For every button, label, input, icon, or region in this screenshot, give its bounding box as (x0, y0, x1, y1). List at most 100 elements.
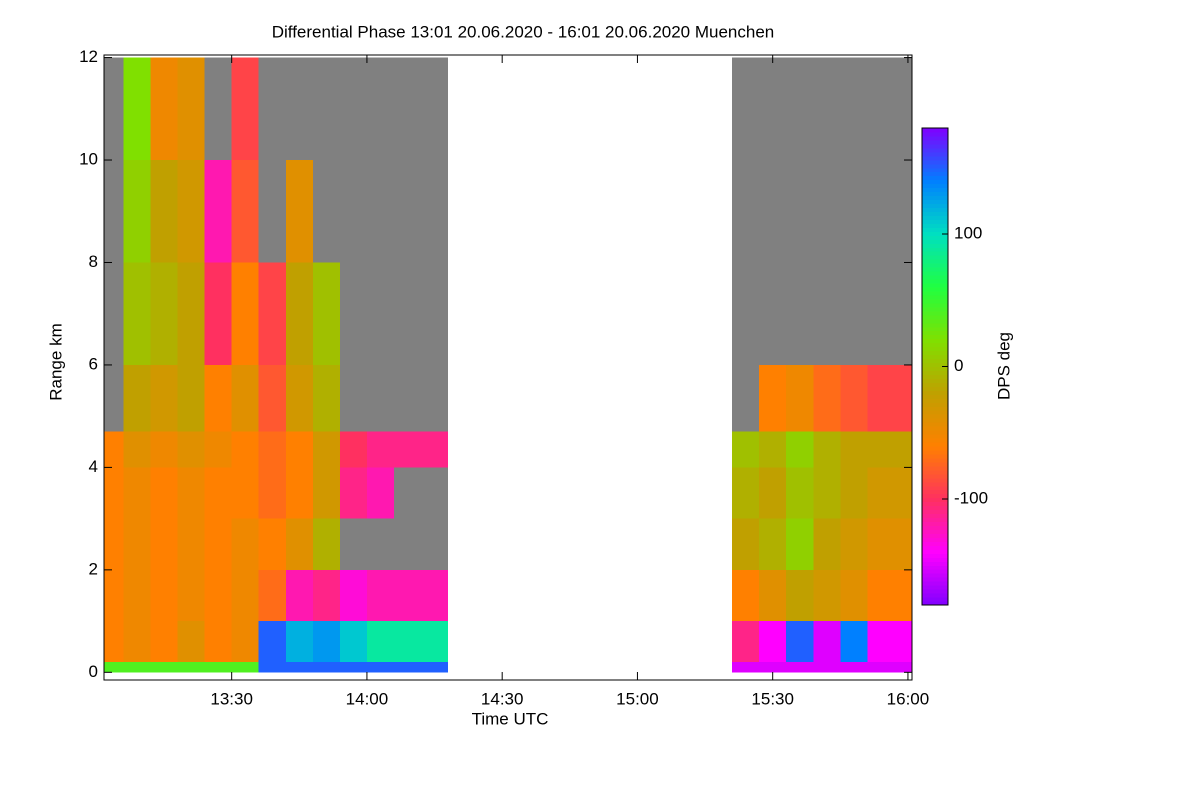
no-echo-cell (840, 160, 868, 263)
heatmap-cell (104, 621, 124, 663)
colorbar-step (922, 481, 948, 487)
colorbar-step (922, 589, 948, 594)
colorbar-step (922, 275, 948, 280)
heatmap-cell (231, 621, 259, 663)
heatmap-cell (339, 662, 367, 673)
heatmap-cell (104, 467, 124, 519)
x-axis-label: Time UTC (472, 709, 549, 728)
y-tick-label: 12 (79, 47, 98, 66)
heatmap-cell (123, 262, 151, 365)
heatmap-cell (258, 262, 286, 365)
colorbar-step (922, 259, 948, 264)
heatmap-cell (177, 518, 205, 570)
y-tick-label: 8 (89, 252, 98, 271)
colorbar-step (922, 326, 948, 332)
no-echo-cell (258, 57, 286, 161)
heatmap-cell (732, 621, 760, 663)
heatmap-cell (366, 467, 394, 519)
colorbar-step (922, 171, 948, 177)
colorbar-step (922, 183, 948, 189)
heatmap-cell (867, 364, 912, 432)
colorbar-step (922, 453, 948, 459)
heatmap-cell (285, 160, 313, 263)
heatmap-cell (123, 160, 151, 263)
heatmap-cell (150, 621, 178, 663)
colorbar-step (922, 203, 948, 208)
colorbar-step (922, 187, 948, 193)
no-echo-cell (867, 262, 912, 365)
colorbar-step (922, 267, 948, 272)
heatmap-cell (123, 621, 151, 663)
no-echo-cell (366, 364, 394, 432)
heatmap-cell (840, 431, 868, 468)
heatmap-cell (732, 431, 760, 468)
colorbar-step (922, 461, 948, 467)
heatmap-cell (150, 262, 178, 365)
colorbar-step (922, 310, 948, 316)
heatmap-cell (366, 569, 394, 622)
heatmap-cell (813, 621, 841, 663)
heatmap-cell (204, 662, 232, 673)
heatmap-cell (786, 662, 814, 673)
heatmap-cell (123, 569, 151, 622)
colorbar-step (922, 135, 948, 141)
colorbar-step (922, 155, 948, 161)
heatmap-cell (786, 467, 814, 519)
colorbar-step (922, 318, 948, 324)
no-echo-cell (104, 160, 124, 263)
heatmap-cell (759, 662, 787, 673)
colorbar-step (922, 465, 948, 471)
heatmap-cell (150, 160, 178, 263)
no-echo-cell (104, 364, 124, 432)
heatmap-cell (786, 621, 814, 663)
colorbar-step (922, 581, 948, 586)
heatmap-cell (177, 467, 205, 519)
x-tick-label: 13:30 (210, 689, 253, 708)
heatmap-cell (285, 262, 313, 365)
heatmap-cell (840, 518, 868, 570)
heatmap-cell (732, 518, 760, 570)
heatmap-cell (204, 621, 232, 663)
heatmap-cell (177, 262, 205, 365)
heatmap-cell (312, 518, 340, 570)
heatmap-cell (366, 662, 394, 673)
heatmap-cell (231, 662, 259, 673)
heatmap-cell (285, 569, 313, 622)
colorbar-step (922, 298, 948, 304)
heatmap-cell (393, 662, 449, 673)
colorbar-step (922, 394, 948, 399)
colorbar-step (922, 247, 948, 252)
heatmap-cell (840, 662, 868, 673)
no-echo-cell (339, 262, 367, 365)
colorbar-step (922, 477, 948, 483)
y-tick-label: 10 (79, 150, 98, 169)
colorbar-step (922, 239, 948, 244)
colorbar-step (922, 489, 948, 495)
colorbar-step (922, 410, 948, 415)
no-echo-cell (786, 160, 814, 263)
heatmap-cell (177, 569, 205, 622)
colorbar-step (922, 350, 948, 356)
colorbar-step (922, 549, 948, 554)
heatmap-cell (393, 431, 449, 468)
heatmap-cell (732, 569, 760, 622)
heatmap-cell (258, 518, 286, 570)
heatmap-cell (177, 662, 205, 673)
heatmap-cell (813, 662, 841, 673)
colorbar-step (922, 131, 948, 137)
heatmap-cell (150, 57, 178, 161)
colorbar-step (922, 215, 948, 220)
heatmap-cell (759, 364, 787, 432)
no-echo-cell (813, 160, 841, 263)
colorbar-step (922, 128, 948, 133)
heatmap-cell (285, 662, 313, 673)
x-tick-label: 15:30 (751, 689, 794, 708)
colorbar-step (922, 557, 948, 562)
colorbar-step (922, 541, 948, 546)
no-echo-cell (366, 518, 394, 570)
colorbar-step (922, 283, 948, 288)
heatmap-cell (258, 467, 286, 519)
heatmap-cell (204, 467, 232, 519)
no-echo-cell (732, 160, 760, 263)
